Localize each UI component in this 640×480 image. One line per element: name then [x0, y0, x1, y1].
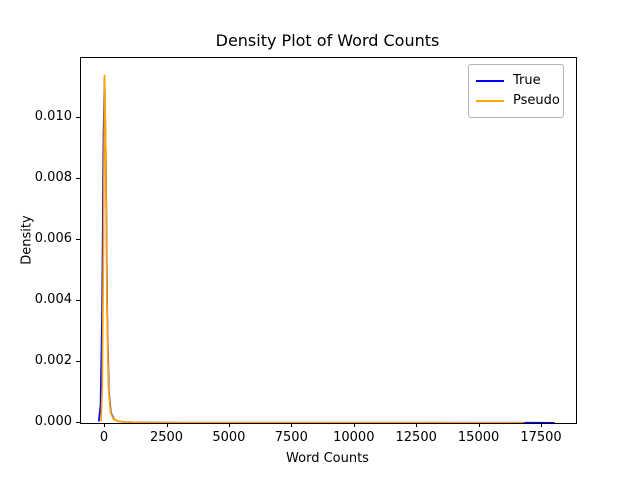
- series-line-pseudo: [100, 74, 525, 423]
- legend-line-icon: [476, 80, 504, 82]
- legend-label: True: [513, 73, 541, 88]
- x-axis-label: Word Counts: [286, 451, 369, 466]
- y-tick-label: 0.010: [34, 109, 72, 125]
- x-tick-mark: [166, 423, 168, 427]
- y-tick-mark: [76, 178, 80, 180]
- y-tick-mark: [76, 422, 80, 423]
- y-tick-mark: [76, 117, 80, 119]
- x-tick-label: 2500: [149, 430, 184, 445]
- x-tick-mark: [353, 423, 355, 427]
- y-tick-label: 0.000: [34, 414, 72, 429]
- x-tick-label: 15000: [457, 430, 500, 445]
- y-tick-label: 0.004: [34, 292, 72, 307]
- legend-item-true: True: [476, 71, 555, 91]
- legend-label: Pseudo: [513, 93, 560, 108]
- y-tick-label: 0.008: [34, 170, 72, 186]
- legend-line-icon: [476, 100, 504, 102]
- x-tick-label: 17500: [520, 430, 562, 445]
- y-tick-mark: [76, 300, 80, 301]
- y-tick-mark: [76, 239, 80, 240]
- density-curves: [97, 74, 555, 423]
- x-tick-label: 0: [99, 430, 109, 445]
- y-tick-label: 0.006: [34, 231, 72, 246]
- y-tick-mark: [76, 361, 80, 362]
- x-tick-label: 10000: [333, 430, 375, 445]
- x-tick-mark: [541, 423, 542, 427]
- x-tick-label: 7500: [274, 430, 308, 445]
- x-tick-label: 5000: [212, 430, 246, 445]
- legend: True Pseudo: [468, 64, 564, 118]
- x-tick-mark: [416, 423, 418, 427]
- chart-title: Density Plot of Word Counts: [215, 31, 440, 50]
- x-tick-mark: [228, 423, 230, 427]
- x-tick-mark: [104, 423, 105, 427]
- y-tick-label: 0.002: [34, 353, 72, 368]
- legend-item-pseudo: Pseudo: [476, 91, 560, 111]
- x-tick-label: 12500: [395, 430, 437, 445]
- x-tick-mark: [478, 423, 480, 427]
- series-line-true: [97, 77, 555, 423]
- x-tick-mark: [291, 423, 293, 427]
- plot-area: [80, 57, 577, 424]
